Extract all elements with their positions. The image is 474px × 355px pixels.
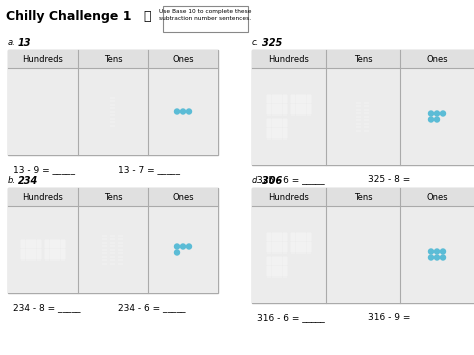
Bar bbox=[110, 232, 116, 267]
Bar bbox=[252, 188, 474, 303]
Text: 13: 13 bbox=[18, 38, 31, 48]
Bar bbox=[326, 68, 400, 165]
Text: Use Base 10 to complete these
subtraction number sentences.: Use Base 10 to complete these subtractio… bbox=[159, 9, 252, 21]
Bar bbox=[252, 50, 474, 68]
Bar bbox=[252, 188, 474, 206]
Circle shape bbox=[435, 117, 439, 122]
Bar bbox=[44, 239, 66, 261]
Text: Ones: Ones bbox=[426, 55, 448, 64]
Bar bbox=[365, 99, 370, 134]
Bar bbox=[400, 206, 474, 303]
Bar bbox=[252, 68, 326, 165]
Bar bbox=[20, 239, 42, 261]
Text: c.: c. bbox=[252, 38, 259, 47]
Bar bbox=[110, 94, 116, 129]
Text: Ones: Ones bbox=[172, 55, 194, 64]
Bar bbox=[163, 6, 248, 32]
Circle shape bbox=[181, 109, 185, 114]
Bar bbox=[118, 232, 124, 267]
Text: 316 - 9 =: 316 - 9 = bbox=[368, 313, 410, 322]
Bar bbox=[8, 188, 218, 293]
Bar bbox=[8, 50, 218, 68]
Text: 316 - 6 = _____: 316 - 6 = _____ bbox=[257, 313, 325, 322]
Text: Hundreds: Hundreds bbox=[269, 55, 310, 64]
Circle shape bbox=[435, 111, 439, 116]
Text: 🌶: 🌶 bbox=[143, 10, 151, 23]
Bar bbox=[266, 231, 288, 253]
Text: 234 - 8 = _____: 234 - 8 = _____ bbox=[13, 303, 81, 312]
Circle shape bbox=[428, 255, 434, 260]
Bar bbox=[326, 206, 400, 303]
Circle shape bbox=[440, 255, 446, 260]
Text: Ones: Ones bbox=[172, 192, 194, 202]
Bar bbox=[78, 68, 148, 155]
Text: 13 - 9 = _____: 13 - 9 = _____ bbox=[13, 165, 75, 174]
Bar bbox=[8, 68, 78, 155]
Text: Tens: Tens bbox=[104, 55, 122, 64]
Circle shape bbox=[174, 250, 180, 255]
Bar bbox=[266, 256, 288, 278]
Circle shape bbox=[186, 109, 191, 114]
Text: 325: 325 bbox=[262, 38, 282, 48]
Bar bbox=[356, 99, 362, 134]
Text: Ones: Ones bbox=[426, 192, 448, 202]
Text: Chilly Challenge 1: Chilly Challenge 1 bbox=[6, 10, 131, 23]
Circle shape bbox=[435, 255, 439, 260]
Bar bbox=[290, 231, 312, 253]
Bar bbox=[252, 206, 326, 303]
Text: 325 - 6 = _____: 325 - 6 = _____ bbox=[257, 175, 325, 184]
Bar bbox=[266, 118, 288, 140]
Text: Tens: Tens bbox=[104, 192, 122, 202]
Text: 234 - 6 = _____: 234 - 6 = _____ bbox=[118, 303, 185, 312]
Text: b.: b. bbox=[8, 176, 16, 185]
Bar bbox=[148, 206, 218, 293]
Text: a.: a. bbox=[8, 38, 16, 47]
Bar bbox=[266, 93, 288, 115]
Text: Tens: Tens bbox=[354, 192, 372, 202]
Bar bbox=[400, 68, 474, 165]
Circle shape bbox=[186, 244, 191, 249]
Bar bbox=[8, 206, 78, 293]
Circle shape bbox=[440, 111, 446, 116]
Circle shape bbox=[428, 117, 434, 122]
Text: Hundreds: Hundreds bbox=[23, 55, 64, 64]
Bar bbox=[8, 50, 218, 155]
Text: Hundreds: Hundreds bbox=[23, 192, 64, 202]
Text: 325 - 8 =: 325 - 8 = bbox=[368, 175, 410, 184]
Bar bbox=[252, 50, 474, 165]
Circle shape bbox=[174, 244, 180, 249]
Circle shape bbox=[435, 249, 439, 254]
Circle shape bbox=[174, 109, 180, 114]
Circle shape bbox=[428, 249, 434, 254]
Bar bbox=[102, 232, 108, 267]
Circle shape bbox=[428, 111, 434, 116]
Text: 234: 234 bbox=[18, 176, 38, 186]
Circle shape bbox=[181, 244, 185, 249]
Text: Tens: Tens bbox=[354, 55, 372, 64]
Bar bbox=[8, 188, 218, 206]
Bar bbox=[290, 93, 312, 115]
Bar bbox=[78, 206, 148, 293]
Bar bbox=[148, 68, 218, 155]
Circle shape bbox=[440, 249, 446, 254]
Text: 306: 306 bbox=[262, 176, 282, 186]
Text: 13 - 7 = _____: 13 - 7 = _____ bbox=[118, 165, 180, 174]
Text: d.: d. bbox=[252, 176, 260, 185]
Text: Hundreds: Hundreds bbox=[269, 192, 310, 202]
